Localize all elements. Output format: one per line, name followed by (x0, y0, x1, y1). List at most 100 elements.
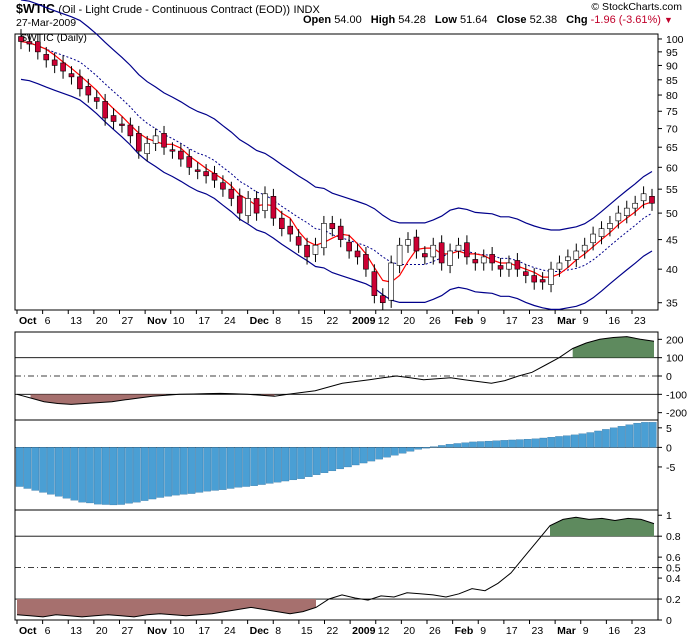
hist-bar (398, 447, 407, 454)
hist-bar (172, 447, 180, 496)
candle-body (245, 198, 251, 216)
hist-bar (164, 447, 172, 497)
hist-bar (219, 447, 227, 490)
candle-body (514, 260, 521, 270)
x-axis-bottom-label: 13 (70, 625, 82, 637)
hist-bar (469, 441, 477, 448)
x-axis-bottom-label: Oct (19, 625, 37, 637)
close-value: 52.38 (529, 14, 558, 26)
stoch-tick-label: 1 (666, 510, 672, 522)
hist-bar (203, 447, 211, 492)
hist-bar (39, 447, 47, 493)
candle-body (413, 236, 420, 252)
x-axis-bottom-label: 9 (583, 625, 589, 637)
candle-body (152, 135, 159, 144)
candle-body (573, 250, 580, 260)
hist-bar (23, 447, 32, 489)
candle (220, 175, 226, 197)
hist-bar (625, 424, 634, 448)
candle-body (489, 254, 495, 264)
hist-bar (148, 447, 157, 500)
candle (295, 229, 302, 253)
candle (43, 46, 50, 68)
hist-bar (539, 437, 548, 448)
hist-bar (47, 447, 55, 495)
hist-bar (78, 447, 86, 503)
candle-body (312, 244, 319, 255)
candle-body (480, 256, 487, 264)
hist-bar (226, 447, 235, 489)
candle (565, 249, 571, 269)
candle-body (531, 275, 538, 283)
x-axis-bottom-label: 26 (429, 625, 441, 637)
copyright-notice[interactable]: © StockCharts.com (591, 1, 682, 13)
candle-body (640, 193, 647, 202)
candle (236, 188, 243, 221)
candle-body (565, 256, 571, 261)
hist-bar (547, 437, 555, 448)
chg-value: -1.96 (-3.61%) (590, 14, 661, 26)
cci-line (16, 336, 655, 405)
price-tick-label: 65 (666, 142, 678, 154)
candle (270, 188, 277, 226)
candle-body (388, 262, 394, 301)
hist-bar (594, 430, 602, 448)
hist-tick-label: 0 (666, 442, 672, 454)
candle (506, 255, 512, 277)
hist-bar (351, 447, 360, 466)
chart-symbol: $WTIC (Oil - Light Crude - Continuous Co… (16, 2, 320, 16)
candle (464, 235, 470, 265)
candle-body (371, 271, 378, 296)
x-axis-bottom-label: 12 (378, 625, 390, 637)
x-axis-bottom-label: Feb (455, 625, 474, 637)
candle-body (598, 228, 605, 237)
candle (598, 221, 605, 245)
candle-body (430, 244, 437, 258)
candle (312, 237, 319, 263)
hist-bar (359, 447, 368, 464)
hist-bar (523, 439, 532, 448)
hist-bar (31, 447, 40, 491)
down-triangle-icon: ▼ (664, 15, 673, 25)
x-axis-bottom-label: 24 (224, 625, 236, 637)
hist-bar (617, 426, 626, 448)
candle-body (194, 169, 201, 172)
x-axis-top-label: Feb (455, 315, 474, 327)
x-axis-bottom-label: 27 (122, 625, 134, 637)
candle (472, 252, 479, 271)
x-axis-bottom-label: Nov (147, 625, 167, 637)
candle-body (472, 259, 479, 264)
candle (371, 264, 378, 304)
candle (279, 210, 285, 237)
hist-bar (312, 447, 321, 475)
hist-bar (461, 442, 469, 448)
hist-bar (125, 447, 133, 504)
hist-bar (305, 447, 313, 477)
x-axis-top-label: 24 (224, 315, 236, 327)
candle (573, 243, 580, 268)
candle-body (119, 123, 125, 126)
instrument-name: (Oil - Light Crude - Continuous Contract… (58, 4, 291, 16)
stoch-tick-label: 0.2 (666, 594, 681, 606)
x-axis-bottom-label: 8 (275, 625, 281, 637)
candle (346, 234, 352, 259)
candle (60, 55, 66, 79)
chart-date: 27-Mar-2009 (16, 17, 77, 29)
candle (169, 142, 176, 159)
candle (119, 116, 125, 133)
candle-body (211, 173, 218, 181)
candle (85, 78, 92, 103)
hist-bar (62, 447, 71, 499)
candle-body (447, 250, 453, 266)
hist-bar (109, 447, 118, 506)
hist-bar (453, 443, 462, 448)
hist-bar (140, 447, 149, 501)
stoch-line (16, 516, 655, 618)
hist-bar (70, 447, 79, 501)
x-axis-bottom-label: 17 (198, 625, 210, 637)
close-label: Close (496, 14, 527, 26)
candle-body (26, 41, 33, 45)
panel-frame (14, 509, 659, 621)
candle-body (228, 188, 235, 199)
high-value: 54.28 (398, 14, 426, 26)
